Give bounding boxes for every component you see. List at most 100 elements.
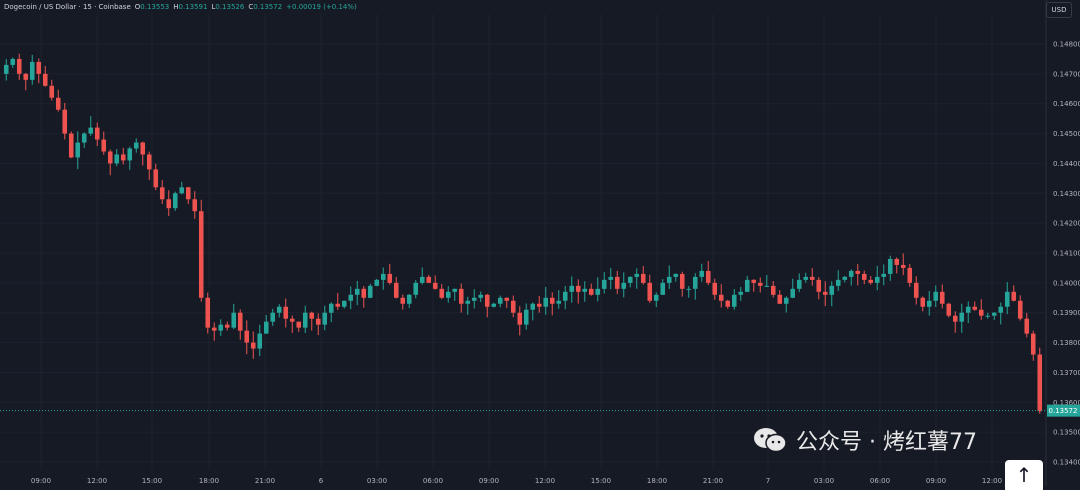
low-value: 0.13526 — [215, 3, 245, 11]
candle-body — [244, 330, 250, 343]
candle-body — [692, 276, 698, 289]
y-tick-label: 0.14400 — [1053, 160, 1080, 168]
candle-body — [861, 273, 867, 280]
x-tick-label: 6 — [319, 477, 324, 485]
candle-body — [250, 342, 256, 349]
candle-body — [575, 285, 581, 292]
candle-body — [354, 288, 360, 295]
candle-body — [952, 315, 958, 322]
candle-body — [965, 306, 971, 313]
candle-body — [1011, 291, 1017, 301]
candle-body — [146, 154, 152, 170]
y-tick-label: 0.13400 — [1053, 459, 1080, 467]
candle-body — [166, 199, 172, 209]
candle-body — [400, 297, 406, 304]
candle-body — [114, 154, 120, 164]
watermark-text: 公众号 · 烤红薯77 — [796, 430, 977, 455]
candle-body — [36, 61, 42, 74]
candle-body — [679, 273, 685, 289]
change-value: +0.00019 (+0.14%) — [286, 3, 357, 11]
candle-body — [315, 318, 321, 325]
candle-body — [10, 58, 16, 65]
currency-button[interactable]: USD — [1046, 2, 1072, 18]
candle-body — [309, 312, 315, 319]
candle-body — [413, 282, 419, 295]
candle-body — [133, 142, 139, 149]
candle-body — [972, 306, 978, 310]
open-label: O — [134, 3, 141, 11]
candle-body — [523, 309, 529, 325]
candle-body — [62, 109, 68, 134]
y-tick-label: 0.14700 — [1053, 70, 1080, 78]
candle-body — [159, 187, 165, 200]
close-value: 0.13572 — [253, 3, 283, 11]
candle-body — [237, 312, 243, 331]
candle-body — [699, 270, 705, 277]
candle-body — [653, 294, 659, 301]
x-tick-label: 12:00 — [87, 477, 107, 485]
y-tick-label: 0.14500 — [1053, 130, 1080, 138]
candle-body — [367, 285, 373, 298]
candle-body — [42, 73, 48, 86]
candle-body — [120, 154, 126, 161]
last-price-tag — [1047, 404, 1080, 417]
candle-body — [445, 291, 451, 298]
candle-body — [393, 282, 399, 298]
candle-body — [530, 303, 536, 310]
candle-body — [322, 312, 328, 325]
y-tick-label: 0.13900 — [1053, 309, 1080, 317]
candle-body — [94, 127, 100, 140]
candle-body — [822, 291, 828, 295]
candle-body — [81, 133, 87, 143]
candle-body — [894, 258, 900, 265]
candle-body — [705, 270, 711, 283]
x-tick-label: 03:00 — [367, 477, 387, 485]
candle-body — [452, 288, 458, 292]
candle-body — [458, 288, 464, 304]
x-tick-label: 21:00 — [255, 477, 275, 485]
y-tick-label: 0.13600 — [1053, 399, 1080, 407]
y-tick-label: 0.14600 — [1053, 100, 1080, 108]
candle-body — [439, 288, 445, 298]
candle-body — [686, 288, 692, 290]
candle-body — [666, 276, 672, 283]
candle-body — [926, 300, 932, 307]
candle-body — [218, 324, 224, 331]
scroll-to-latest-button[interactable]: ↑ — [1005, 460, 1043, 490]
x-tick-label: 18:00 — [199, 477, 219, 485]
candle-body — [556, 300, 562, 304]
candle-body — [627, 276, 633, 283]
candle-body — [647, 282, 653, 301]
candle-body — [621, 282, 627, 289]
candle-body — [783, 297, 789, 304]
candle-body — [803, 276, 809, 280]
candle-body — [588, 288, 594, 295]
candle-body — [842, 276, 848, 280]
candle-body — [913, 282, 919, 298]
candle-body — [465, 300, 471, 304]
candle-body — [718, 294, 724, 301]
candle-body — [1017, 300, 1023, 319]
symbol-name[interactable]: Dogecoin / US Dollar · 15 · Coinbase — [4, 3, 131, 11]
candle-body — [68, 133, 74, 158]
candle-body — [224, 324, 230, 328]
high-value: 0.13591 — [178, 3, 208, 11]
candle-body — [263, 321, 269, 334]
symbol-legend: Dogecoin / US Dollar · 15 · Coinbase O 0.… — [4, 3, 357, 11]
candle-body — [88, 127, 94, 134]
candle-body — [549, 297, 555, 304]
candle-body — [75, 142, 81, 158]
candle-body — [848, 270, 854, 277]
candle-body — [796, 279, 802, 289]
candle-body — [1030, 333, 1036, 355]
candle-body — [55, 97, 61, 110]
y-tick-label: 0.14100 — [1053, 250, 1080, 258]
candle-body — [595, 288, 601, 295]
candle-body — [211, 327, 217, 331]
candle-body — [907, 267, 913, 283]
candle-body — [205, 297, 211, 328]
candle-body — [504, 297, 510, 301]
candle-body — [562, 291, 568, 301]
